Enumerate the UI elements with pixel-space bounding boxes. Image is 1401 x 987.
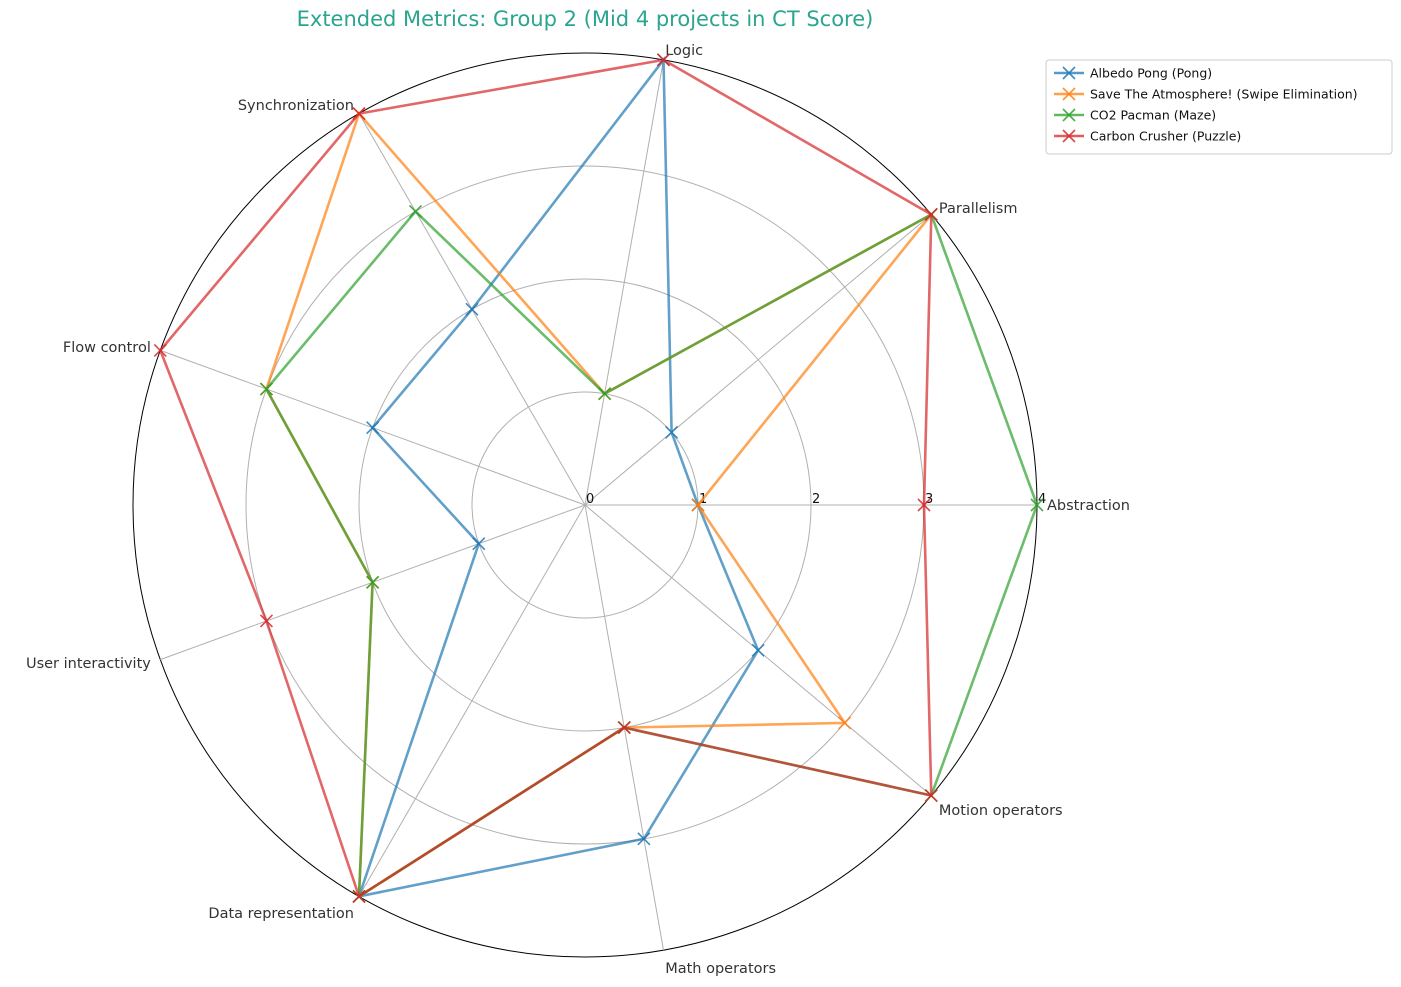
legend-item: Save The Atmosphere! (Swipe Elimination) xyxy=(1054,87,1358,102)
data-point-marker xyxy=(637,832,651,846)
legend-item: CO2 Pacman (Maze) xyxy=(1054,108,1216,123)
data-point-marker xyxy=(472,537,486,551)
legend-label: CO2 Pacman (Maze) xyxy=(1090,108,1216,123)
data-series xyxy=(153,53,1044,904)
data-point-marker xyxy=(664,425,679,439)
radial-tick-label: 0 xyxy=(586,492,594,507)
legend-box xyxy=(1045,59,1393,155)
data-point-marker xyxy=(751,643,765,657)
data-point-marker xyxy=(259,382,274,396)
axis-label: Data representation xyxy=(208,906,354,922)
legend-marker xyxy=(1062,87,1076,101)
axis-labels: Abstraction Parallelism Logic Synchronizati… xyxy=(26,43,1130,977)
axis-label: User interactivity xyxy=(26,656,151,672)
series-line xyxy=(158,58,933,899)
legend-marker xyxy=(1062,108,1076,122)
axis-label: Logic xyxy=(665,43,703,59)
data-point-marker xyxy=(366,421,380,435)
axis-label: Parallelism xyxy=(939,201,1018,217)
legend-item: Carbon Crusher (Puzzle) xyxy=(1054,129,1241,144)
axis-label: Flow control xyxy=(63,340,151,356)
data-point-marker xyxy=(352,106,366,121)
spoke-2 xyxy=(584,59,664,506)
data-point-marker xyxy=(617,721,631,735)
axis-label: Synchronization xyxy=(238,98,354,114)
data-point-marker xyxy=(917,498,931,512)
data-point-marker xyxy=(352,889,366,904)
data-point-marker xyxy=(465,302,479,316)
legend-item: Albedo Pong (Pong) xyxy=(1054,66,1212,81)
legend-label: Albedo Pong (Pong) xyxy=(1090,66,1212,81)
legend-marker xyxy=(1062,66,1076,80)
legend-marker xyxy=(1062,129,1076,143)
legend-label: Save The Atmosphere! (Swipe Elimination) xyxy=(1090,87,1358,102)
data-point-marker xyxy=(153,343,167,357)
radial-tick-label: 2 xyxy=(812,492,820,507)
data-point-marker xyxy=(924,788,938,803)
data-point-marker xyxy=(656,53,671,67)
legend-label: Carbon Crusher (Puzzle) xyxy=(1090,129,1241,144)
spoke-6 xyxy=(358,504,586,897)
data-point-marker xyxy=(924,207,938,222)
data-point-marker xyxy=(366,575,380,589)
data-point-marker xyxy=(259,614,274,628)
data-point-marker xyxy=(1030,498,1044,512)
chart-title: Extended Metrics: Group 2 (Mid 4 project… xyxy=(297,7,874,31)
axis-label: Abstraction xyxy=(1047,498,1130,514)
legend: Albedo Pong (Pong) Save The Atmosphere! (… xyxy=(1045,59,1393,155)
series-0 xyxy=(352,53,765,904)
polar-grid xyxy=(132,52,1038,958)
data-point-marker xyxy=(598,387,612,401)
axis-label: Math operators xyxy=(665,961,776,977)
series-3 xyxy=(153,53,938,904)
data-point-marker xyxy=(691,498,705,512)
spoke-1 xyxy=(584,214,932,506)
axis-label: Motion operators xyxy=(939,803,1063,819)
data-point-marker xyxy=(838,716,852,730)
data-point-marker xyxy=(408,204,423,218)
